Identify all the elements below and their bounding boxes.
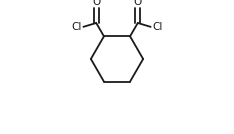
- Text: Cl: Cl: [71, 22, 82, 32]
- Text: O: O: [92, 0, 100, 7]
- Text: Cl: Cl: [152, 22, 163, 32]
- Text: O: O: [134, 0, 142, 7]
